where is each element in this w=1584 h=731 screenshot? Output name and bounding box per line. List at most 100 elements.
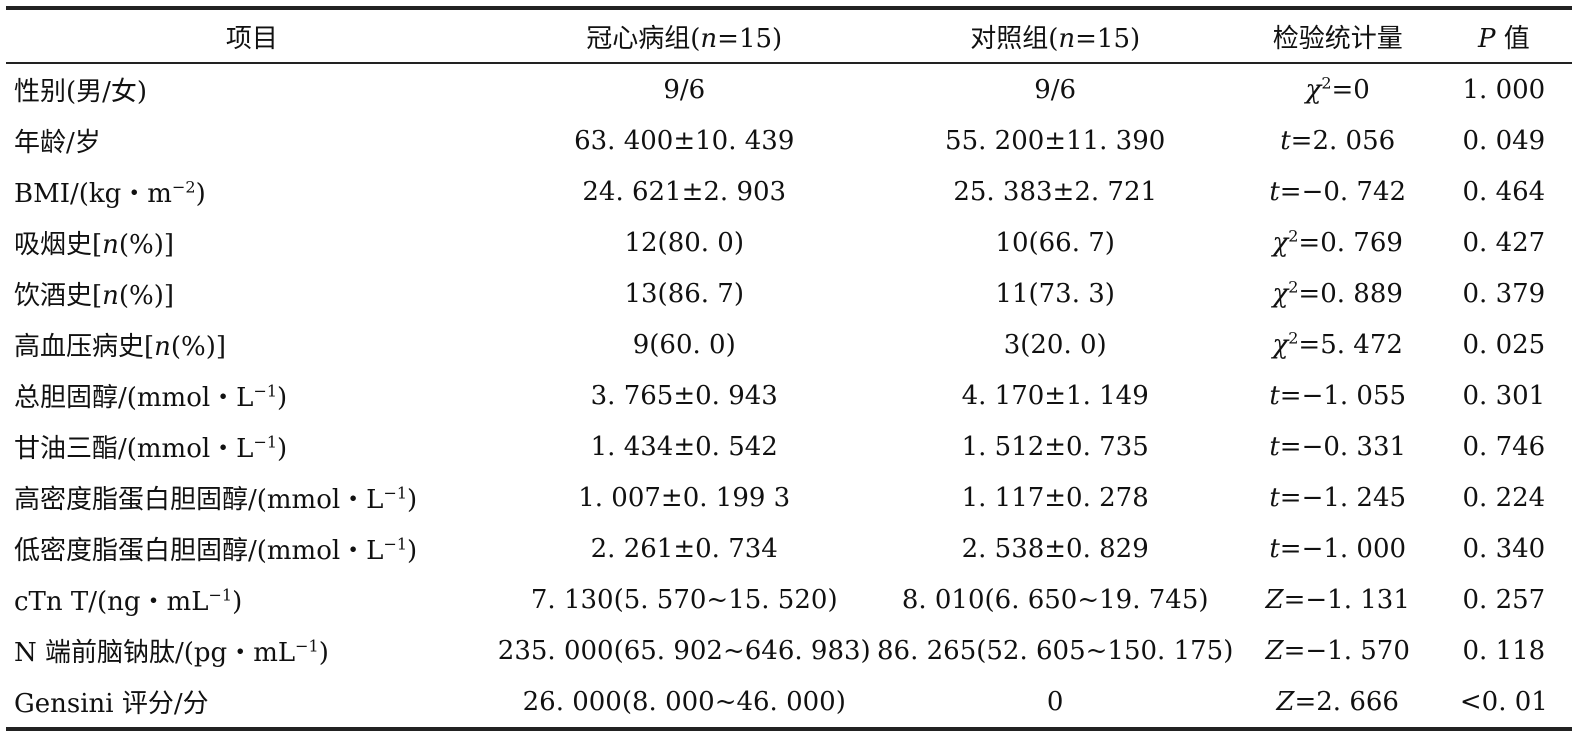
table-row: 吸烟史[n(%)] 12(80. 0) 10(66. 7) χ2=0. 769 0. 4…	[6, 217, 1572, 268]
cell-chd-group: 9(60. 0)	[632, 329, 736, 360]
cell-statistic: χ2=5. 472	[1240, 319, 1436, 370]
item-label: 低密度脂蛋白胆固醇/(mmol・L	[14, 536, 384, 566]
cell-p-value: 1. 000	[1462, 74, 1546, 105]
statistic-symbol: Z	[1276, 686, 1295, 717]
cell-item: 吸烟史[n(%)]	[6, 217, 498, 268]
item-label-suffix: )	[232, 587, 243, 617]
cell-chd-group: 1. 434±0. 542	[590, 431, 778, 462]
cell-item: 甘油三酯/(mmol・L−1)	[6, 421, 498, 472]
cell-chd-group: 26. 000(8. 000~46. 000)	[522, 686, 846, 717]
cell-control-group: 1. 512±0. 735	[961, 431, 1149, 462]
cell-chd-group: 1. 007±0. 199 3	[578, 482, 791, 513]
statistic-value: =−1. 055	[1279, 380, 1407, 411]
cell-item: 总胆固醇/(mmol・L−1)	[6, 370, 498, 421]
cell-chd-group: 7. 130(5. 570~15. 520)	[530, 584, 838, 615]
cell-p-value: <0. 01	[1459, 686, 1548, 717]
statistic-value: =2. 056	[1290, 125, 1396, 156]
cell-p-value: 0. 224	[1462, 482, 1546, 513]
item-variable: n	[102, 230, 119, 260]
cell-chd-group: 2. 261±0. 734	[590, 533, 778, 564]
statistic-superscript: 2	[1288, 276, 1299, 296]
table-row: Gensini 评分/分 26. 000(8. 000~46. 000) 0 Z=2.…	[6, 676, 1572, 729]
statistic-symbol: t	[1269, 533, 1280, 564]
item-label: 吸烟史[	[14, 230, 103, 260]
statistic-symbol: χ	[1272, 227, 1289, 258]
table-row: 总胆固醇/(mmol・L−1) 3. 765±0. 943 4. 170±1. 14…	[6, 370, 1572, 421]
cell-chd-group: 24. 621±2. 903	[582, 176, 787, 207]
cell-chd-group: 3. 765±0. 943	[590, 380, 778, 411]
statistic-superscript: 2	[1321, 72, 1332, 92]
cell-control-group: 9/6	[1034, 74, 1077, 105]
statistic-value: =−1. 131	[1283, 584, 1410, 615]
statistic-value: =−0. 331	[1279, 431, 1407, 462]
statistic-value: =5. 472	[1298, 329, 1403, 360]
cell-item: 性别(男/女)	[14, 77, 148, 107]
item-label: cTn T/(ng・mL	[14, 587, 209, 617]
statistic-value: =−1. 570	[1283, 635, 1410, 666]
item-label: 高密度脂蛋白胆固醇/(mmol・L	[14, 485, 384, 515]
header-control-n-rest: =15)	[1075, 23, 1141, 54]
item-label-suffix: )	[277, 383, 288, 413]
cell-control-group: 4. 170±1. 149	[961, 380, 1149, 411]
cell-item: BMI/(kg・m−2)	[6, 166, 498, 217]
cell-statistic: χ2=0. 769	[1240, 217, 1436, 268]
statistic-value: =0	[1331, 74, 1370, 105]
cell-statistic: t=−0. 331	[1240, 421, 1436, 472]
header-chd-group: 冠心病组(n=15)	[498, 8, 871, 63]
cell-control-group: 2. 538±0. 829	[961, 533, 1149, 564]
table-row: 高血压病史[n(%)] 9(60. 0) 3(20. 0) χ2=5. 472 0. 0…	[6, 319, 1572, 370]
cell-p-value: 0. 427	[1462, 227, 1546, 258]
cell-statistic: t=−1. 055	[1240, 370, 1436, 421]
cell-p-value: 0. 049	[1462, 125, 1546, 156]
header-item: 项目	[225, 23, 278, 54]
statistic-value: =−1. 000	[1279, 533, 1407, 564]
statistic-symbol: χ	[1305, 74, 1322, 105]
cell-control-group: 11(73. 3)	[995, 278, 1115, 309]
cell-chd-group: 13(86. 7)	[624, 278, 744, 309]
table-row: N 端前脑钠肽/(pg・mL−1) 235. 000(65. 902~646. 9…	[6, 625, 1572, 676]
cell-item: N 端前脑钠肽/(pg・mL−1)	[6, 625, 498, 676]
statistic-value: =0. 889	[1298, 278, 1403, 309]
cell-chd-group: 63. 400±10. 439	[574, 125, 795, 156]
table-row: 性别(男/女) 9/6 9/6 χ2=0 1. 000	[6, 63, 1572, 115]
cell-control-group: 25. 383±2. 721	[953, 176, 1158, 207]
cell-control-group: 86. 265(52. 605~150. 175)	[877, 635, 1234, 666]
cell-control-group: 55. 200±11. 390	[945, 125, 1166, 156]
item-unit-exponent: −2	[171, 177, 196, 197]
header-chd-n-rest: =15)	[717, 23, 783, 54]
table-body: 性别(男/女) 9/6 9/6 χ2=0 1. 000 年龄/岁 63. 400±10. 4…	[6, 63, 1572, 729]
statistic-symbol: Z	[1265, 584, 1284, 615]
table-row: 甘油三酯/(mmol・L−1) 1. 434±0. 542 1. 512±0. 73…	[6, 421, 1572, 472]
cell-statistic: t=2. 056	[1240, 115, 1436, 166]
cell-statistic: χ2=0	[1240, 63, 1436, 115]
table-row: 高密度脂蛋白胆固醇/(mmol・L−1) 1. 007±0. 199 3 1. 11…	[6, 472, 1572, 523]
item-label: 甘油三酯/(mmol・L	[14, 434, 254, 464]
item-label-suffix: (%)]	[118, 281, 175, 311]
cell-statistic: t=−1. 245	[1240, 472, 1436, 523]
cell-control-group: 3(20. 0)	[1003, 329, 1107, 360]
cell-p-value: 0. 257	[1462, 584, 1546, 615]
cell-item: 年龄/岁	[14, 128, 101, 158]
statistic-symbol: Z	[1265, 635, 1284, 666]
item-label-suffix: )	[318, 638, 329, 668]
item-label: N 端前脑钠肽/(pg・mL	[14, 638, 296, 668]
statistic-superscript: 2	[1288, 225, 1299, 245]
item-label-suffix: (%)]	[170, 332, 227, 362]
cell-control-group: 10(66. 7)	[995, 227, 1115, 258]
statistic-symbol: t	[1269, 431, 1280, 462]
cell-p-value: 0. 025	[1462, 329, 1546, 360]
cell-item: Gensini 评分/分	[14, 689, 209, 719]
statistic-symbol: t	[1269, 176, 1280, 207]
header-control-group: 对照组(n=15)	[871, 8, 1240, 63]
statistic-symbol: t	[1269, 482, 1280, 513]
header-p-var: P	[1477, 23, 1496, 54]
header-control-n-var: n	[1058, 23, 1076, 54]
cell-statistic: Z=−1. 131	[1240, 574, 1436, 625]
item-label-suffix: )	[195, 179, 206, 209]
header-chd-prefix: 冠心病组(	[586, 23, 701, 54]
cell-control-group: 0	[1046, 686, 1064, 717]
statistic-value: =−0. 742	[1279, 176, 1407, 207]
item-label-suffix: )	[407, 536, 418, 566]
statistic-symbol: χ	[1272, 329, 1289, 360]
